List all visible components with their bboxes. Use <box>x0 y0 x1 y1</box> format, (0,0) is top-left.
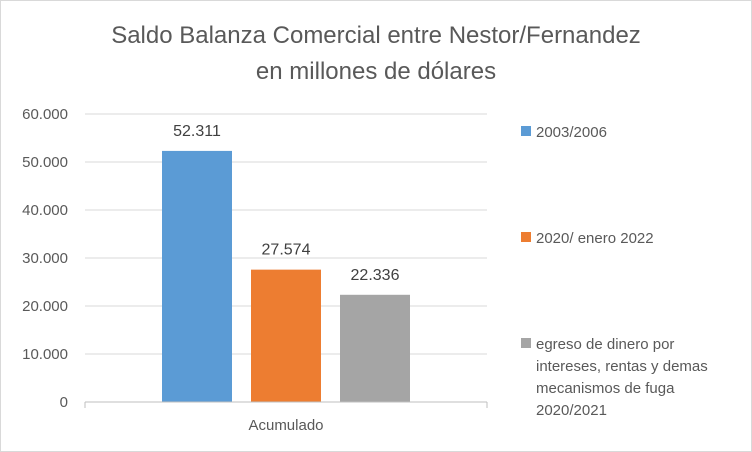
y-tick-label: 0 <box>60 394 68 411</box>
y-tick-label: 60.000 <box>22 106 68 123</box>
x-category-label: Acumulado <box>248 417 323 434</box>
legend-label: 2020/2021 <box>536 402 607 419</box>
chart-title-line-1: Saldo Balanza Comercial entre Nestor/Fer… <box>111 22 641 49</box>
legend-swatch <box>521 338 531 348</box>
data-label: 22.336 <box>351 267 400 284</box>
legend-swatch <box>521 232 531 242</box>
y-tick-label: 40.000 <box>22 202 68 219</box>
bar <box>340 294 410 402</box>
bars <box>162 150 410 402</box>
legend-label: 2003/2006 <box>536 124 607 141</box>
y-tick-label: 10.000 <box>22 346 68 363</box>
legend-label: mecanismos de fuga <box>536 380 675 397</box>
y-tick-label: 30.000 <box>22 250 68 267</box>
y-tick-label: 20.000 <box>22 298 68 315</box>
legend-label: egreso de dinero por <box>536 336 674 353</box>
chart-title-line-2: en millones de dólares <box>256 58 496 85</box>
legend-swatch <box>521 126 531 136</box>
bar <box>162 150 232 402</box>
legend: 2003/2006 2020/ enero 2022 egreso de diner… <box>521 124 708 419</box>
data-labels: 52.311 27.574 22.336 <box>173 123 399 284</box>
bar <box>251 269 321 402</box>
y-tick-label: 50.000 <box>22 154 68 171</box>
legend-label: intereses, rentas y demas <box>536 358 708 375</box>
y-axis-ticks: 0 10.000 20.000 30.000 40.000 50.000 60.000 <box>22 106 68 411</box>
gridlines <box>85 113 487 355</box>
data-label: 27.574 <box>262 242 311 259</box>
legend-label: 2020/ enero 2022 <box>536 230 654 247</box>
x-axis: Acumulado <box>84 401 488 434</box>
data-label: 52.311 <box>173 123 221 140</box>
